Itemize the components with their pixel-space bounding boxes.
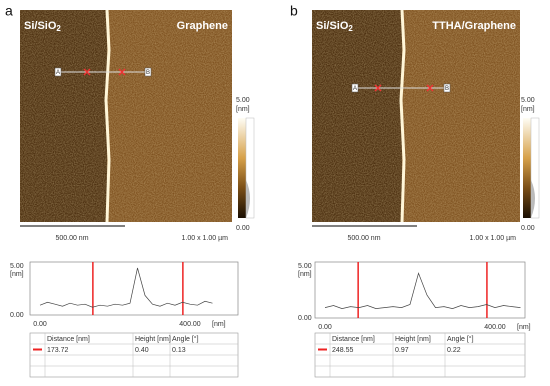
image-size: 1.00 x 1.00 µm xyxy=(470,235,517,242)
cursor-cross xyxy=(374,84,382,92)
panel-label: b xyxy=(290,3,298,19)
cursor-cross xyxy=(118,68,126,76)
y-unit: [nm] xyxy=(298,271,312,278)
label-subscript: 2 xyxy=(348,24,353,33)
colorbar-unit: [nm] xyxy=(521,106,535,113)
marker-box xyxy=(443,83,451,93)
x-tick-label: 0.00 xyxy=(33,321,47,328)
colorbar-max: 5.00 xyxy=(236,97,250,104)
table-cell: 0.97 xyxy=(395,347,409,354)
scale-bar-label: 500.00 nm xyxy=(347,235,380,242)
y-unit: [nm] xyxy=(10,271,24,278)
marker-box xyxy=(351,83,359,93)
colorbar-hist-shape xyxy=(246,180,250,218)
cursor-cross xyxy=(83,68,91,76)
height-profile xyxy=(324,272,521,309)
profile-frame xyxy=(29,261,239,316)
table-header: Distance [nm] xyxy=(47,336,90,343)
image-label: Graphene xyxy=(177,20,228,32)
marker-label: A xyxy=(353,86,357,92)
afm-texture xyxy=(20,10,232,222)
marker-box xyxy=(54,67,62,77)
cursor-cross xyxy=(426,84,434,92)
colorbar xyxy=(238,118,246,218)
colorbar-max: 5.00 xyxy=(521,97,535,104)
graphene-edge xyxy=(104,9,111,223)
colorbar-hist xyxy=(245,117,255,219)
colorbar-unit: [nm] xyxy=(236,106,250,113)
x-tick-label: 400.00 xyxy=(484,324,506,331)
table-cell: 0.22 xyxy=(447,347,461,354)
height-profile xyxy=(39,267,213,308)
panel-label: a xyxy=(5,3,13,19)
x-tick-label: 0.00 xyxy=(318,324,332,331)
table-cell: 0.40 xyxy=(135,347,149,354)
table-cell: 173.72 xyxy=(47,347,69,354)
table-cell: 0.13 xyxy=(172,347,186,354)
table-header: Height [nm] xyxy=(395,336,431,343)
label-text: Si/SiO xyxy=(316,20,349,32)
y-tick-label: 0.00 xyxy=(10,312,24,319)
y-tick-label: 5.00 xyxy=(298,263,312,270)
x-tick-label: 400.00 xyxy=(179,321,201,328)
image-label: TTHA/Graphene xyxy=(432,20,516,32)
marker-label: A xyxy=(56,70,60,76)
afm-texture xyxy=(312,10,520,222)
table-header: Distance [nm] xyxy=(332,336,375,343)
y-tick-label: 0.00 xyxy=(298,315,312,322)
x-unit: [nm] xyxy=(212,321,226,328)
table-header: Angle [°] xyxy=(172,335,199,343)
colorbar-hist xyxy=(530,117,540,219)
table-header: Angle [°] xyxy=(447,335,474,343)
marker-label: B xyxy=(146,70,150,76)
graphene-edge xyxy=(399,9,406,223)
colorbar-min: 0.00 xyxy=(236,225,250,232)
label-subscript: 2 xyxy=(56,24,61,33)
colorbar-min: 0.00 xyxy=(521,225,535,232)
marker-box xyxy=(144,67,152,77)
image-size: 1.00 x 1.00 µm xyxy=(182,235,229,242)
colorbar-hist-shape xyxy=(531,180,535,218)
profile-frame xyxy=(314,261,526,319)
image-label: Si/SiO2 xyxy=(316,20,353,33)
y-tick-label: 5.00 xyxy=(10,263,24,270)
marker-label: B xyxy=(445,86,449,92)
label-text: Si/SiO xyxy=(24,20,57,32)
image-label: Si/SiO2 xyxy=(24,20,61,33)
table-cell: 248.55 xyxy=(332,347,354,354)
scale-bar-label: 500.00 nm xyxy=(55,235,88,242)
x-unit: [nm] xyxy=(517,324,531,331)
colorbar xyxy=(523,118,531,218)
table-header: Height [nm] xyxy=(135,336,171,343)
